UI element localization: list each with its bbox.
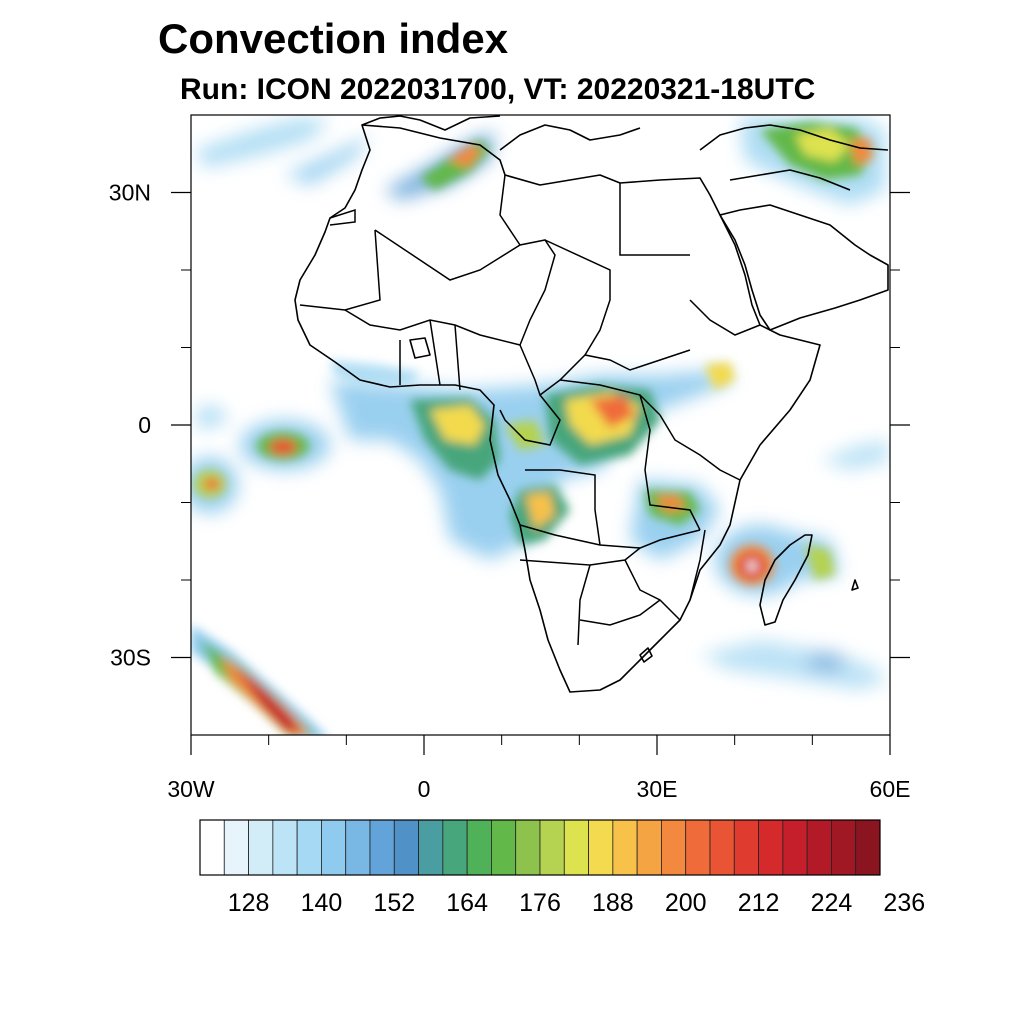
y-tick-label: 0	[138, 412, 151, 438]
x-tick-label: 30W	[167, 776, 215, 802]
colorbar-swatch	[515, 819, 541, 876]
colorbar-swatch	[248, 819, 274, 876]
map-subtitle: Run: ICON 2022031700, VT: 20220321-18UTC	[180, 73, 816, 106]
colorbar-label: 200	[665, 889, 707, 917]
colorbar-label: 236	[883, 889, 925, 917]
colorbar-swatch	[563, 819, 589, 876]
colorbar-swatch	[272, 819, 298, 876]
colorbar-label: 212	[738, 889, 780, 917]
colorbar-swatch	[636, 819, 662, 876]
y-tick-label: 30N	[109, 180, 151, 206]
colorbar-label: 224	[811, 889, 853, 917]
middle-east-core	[760, 122, 875, 180]
colorbar-label: 188	[592, 889, 634, 917]
colorbar-label: 152	[373, 889, 415, 917]
colorbar-swatch	[588, 819, 614, 876]
colorbar-swatch	[442, 819, 468, 876]
indian-ocean-patches	[700, 440, 888, 690]
coastlines	[294, 115, 889, 693]
colorbar-swatch	[539, 819, 565, 876]
colorbar-swatch	[709, 819, 735, 876]
colorbar-swatch	[782, 819, 808, 876]
colorbar-swatch	[758, 819, 784, 876]
cyclone-core	[730, 545, 835, 585]
colorbar-label: 164	[446, 889, 488, 917]
colorbar-swatch	[199, 819, 225, 876]
colorbar-swatch	[661, 819, 687, 876]
colorbar-swatch	[855, 819, 881, 876]
colorbar-swatch	[321, 819, 347, 876]
colorbar-swatch	[685, 819, 711, 876]
north-atlantic-core	[420, 140, 490, 190]
colorbar-swatch	[418, 819, 444, 876]
south-atlantic-front	[191, 625, 325, 735]
convection-field	[191, 118, 888, 735]
map-title: Convection index	[158, 15, 509, 62]
colorbar-swatch	[831, 819, 857, 876]
colorbar-swatch	[296, 819, 322, 876]
colorbar-swatch	[345, 819, 371, 876]
colorbar-label: 128	[228, 889, 270, 917]
colorbar-swatch	[733, 819, 759, 876]
x-tick-label: 0	[418, 776, 431, 802]
map-plot-area	[191, 115, 890, 735]
x-tick-label: 60E	[870, 776, 911, 802]
atlantic-cells-core	[194, 432, 309, 498]
map-axes: 30W 0 30E 60E 30N 0 30S	[109, 180, 911, 803]
colorbar: 128 140 152 164 176 188 200 212 224 236	[199, 819, 925, 917]
colorbar-swatch	[491, 819, 517, 876]
x-tick-label: 30E	[637, 776, 678, 802]
colorbar-swatch	[393, 819, 419, 876]
colorbar-swatch	[369, 819, 395, 876]
colorbar-swatch	[466, 819, 492, 876]
country-borders	[299, 174, 761, 646]
west-africa-coast	[330, 360, 420, 385]
colorbar-swatch	[806, 819, 832, 876]
y-tick-label: 30S	[110, 645, 151, 671]
colorbar-label: 176	[519, 889, 561, 917]
colorbar-label: 140	[301, 889, 343, 917]
colorbar-frame	[199, 819, 881, 876]
colorbar-swatch	[612, 819, 638, 876]
colorbar-swatch	[223, 819, 249, 876]
